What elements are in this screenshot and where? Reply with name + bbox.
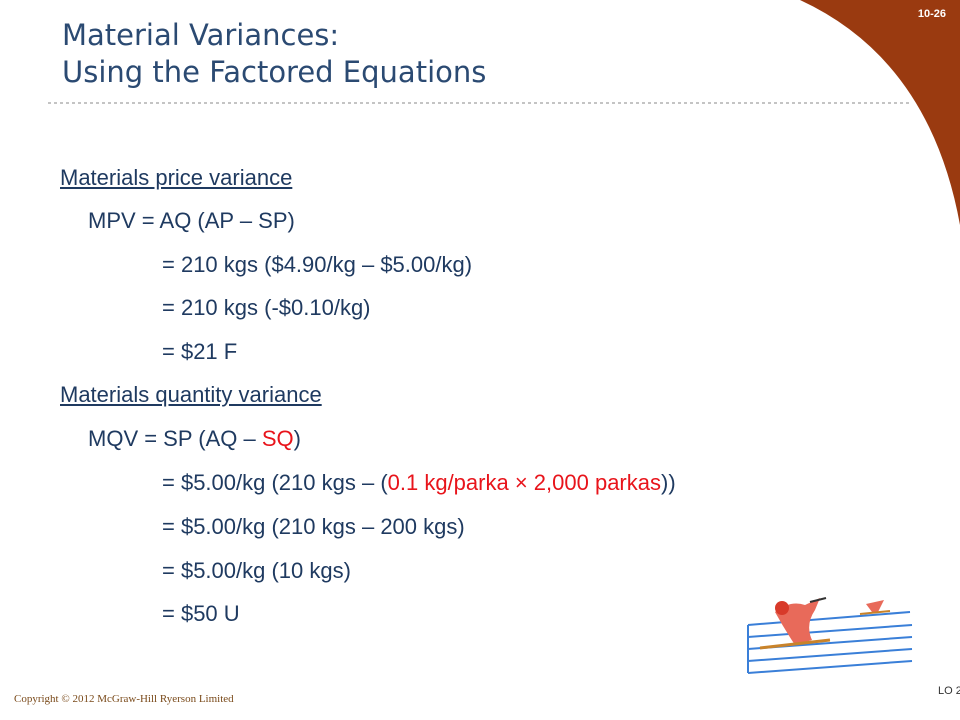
result: = $50 U (162, 601, 240, 627)
calc-step: = $5.00/kg (210 kgs – (0.1 kg/parka × 2,… (162, 470, 676, 496)
title-line: Using the Factored Equations (62, 55, 487, 89)
text: = $50 U (162, 601, 240, 626)
section-heading: Materials price variance (60, 165, 292, 191)
formula: MPV = AQ (AP – SP) (88, 208, 295, 234)
result: = $21 F (162, 339, 237, 365)
text: = 210 kgs ($4.90/kg – $5.00/kg) (162, 252, 473, 277)
calc-step: = 210 kgs ($4.90/kg – $5.00/kg) (162, 252, 472, 278)
copyright: Copyright © 2012 McGraw-Hill Ryerson Lim… (14, 693, 234, 705)
text: ) (293, 426, 301, 451)
text: = $5.00/kg (10 kgs) (162, 558, 351, 583)
title-line: Material Variances: (62, 18, 340, 52)
highlight: 0.1 kg/parka × 2,000 parkas (387, 470, 661, 495)
text: = 210 kgs (-$0.10/kg) (162, 295, 371, 320)
corner-shape (800, 0, 960, 225)
text: MQV = SP (AQ – (88, 426, 262, 451)
text: = $21 F (162, 339, 238, 364)
text: Materials price variance (60, 165, 293, 190)
text: )) (661, 470, 676, 495)
formula: MQV = SP (AQ – SQ) (88, 426, 301, 452)
section-heading: Materials quantity variance (60, 382, 322, 408)
calc-step: = $5.00/kg (210 kgs – 200 kgs) (162, 514, 465, 540)
page-number: 10-26 (917, 8, 946, 20)
text: MPV = AQ (AP – SP) (88, 208, 295, 233)
text: = $5.00/kg (210 kgs – 200 kgs) (162, 514, 465, 539)
calc-step: = $5.00/kg (10 kgs) (162, 558, 351, 584)
skier-illustration (747, 597, 913, 674)
text: = $5.00/kg (210 kgs – ( (162, 470, 388, 495)
learning-objective: LO 2 (938, 685, 960, 697)
highlight: SQ (261, 426, 294, 451)
text: Materials quantity variance (60, 382, 322, 407)
calc-step: = 210 kgs (-$0.10/kg) (162, 295, 371, 321)
